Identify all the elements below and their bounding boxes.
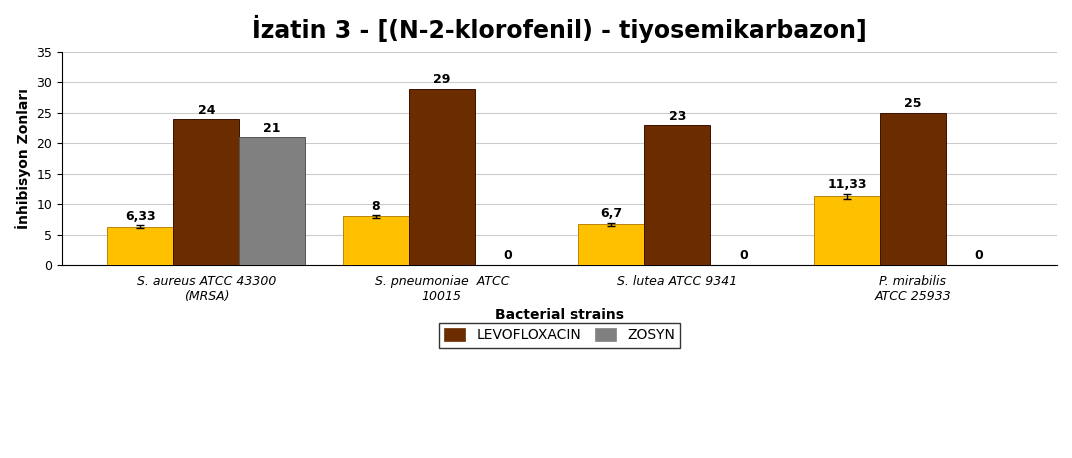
Bar — [644, 125, 711, 265]
X-axis label: Bacterial strains: Bacterial strains — [495, 309, 624, 322]
Bar — [880, 113, 946, 265]
Text: 25: 25 — [904, 98, 922, 110]
Text: 6,7: 6,7 — [600, 207, 623, 220]
Title: İzatin 3 - [(N-2-klorofenil) - tiyosemikarbazon]: İzatin 3 - [(N-2-klorofenil) - tiyosemik… — [252, 15, 867, 43]
Legend: LEVOFLOXACIN, ZOSYN: LEVOFLOXACIN, ZOSYN — [438, 323, 681, 348]
Text: 23: 23 — [669, 109, 686, 123]
Bar — [408, 88, 475, 265]
Text: 8: 8 — [372, 200, 381, 213]
Bar — [579, 224, 644, 265]
Y-axis label: İnhibisyon Zonları: İnhibisyon Zonları — [15, 88, 31, 229]
Text: 29: 29 — [433, 73, 450, 86]
Bar — [174, 119, 239, 265]
Text: 6,33: 6,33 — [125, 210, 155, 223]
Bar — [814, 196, 880, 265]
Text: 0: 0 — [504, 249, 512, 262]
Bar — [343, 217, 408, 265]
Text: 0: 0 — [739, 249, 747, 262]
Text: 0: 0 — [974, 249, 983, 262]
Bar — [239, 137, 306, 265]
Text: 11,33: 11,33 — [828, 178, 866, 191]
Bar — [107, 227, 174, 265]
Text: 21: 21 — [264, 122, 281, 135]
Text: 24: 24 — [197, 104, 215, 117]
